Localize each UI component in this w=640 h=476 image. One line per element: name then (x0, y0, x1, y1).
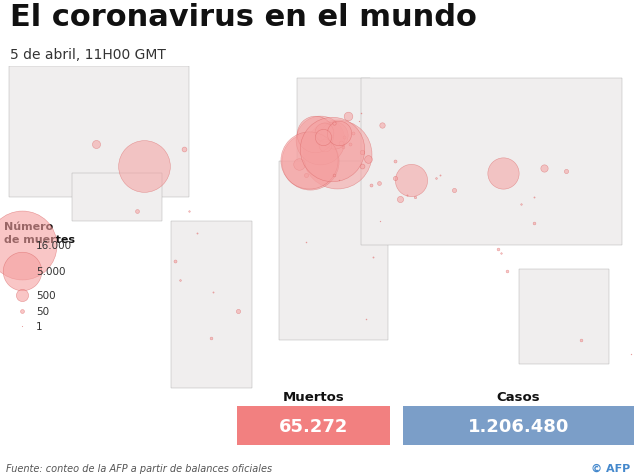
Point (390, 175, 400, 182)
Point (319, 142, 330, 149)
Point (90, 141, 100, 149)
Point (328, 172, 339, 180)
Point (348, 129, 358, 137)
Text: 16.000: 16.000 (36, 240, 72, 250)
Point (355, 110, 365, 118)
Point (361, 315, 371, 323)
Text: 1.206.480: 1.206.480 (468, 417, 569, 435)
Point (529, 220, 539, 228)
Point (337, 144, 348, 151)
Point (344, 141, 355, 149)
Point (319, 129, 330, 136)
Point (139, 163, 149, 170)
Point (561, 168, 572, 175)
Bar (72, 174, 163, 221)
Point (17, 291, 27, 299)
Point (366, 182, 376, 189)
Text: 50: 50 (36, 307, 49, 317)
Bar (360, 79, 622, 245)
Point (339, 134, 349, 142)
FancyBboxPatch shape (237, 407, 390, 445)
Point (363, 156, 373, 163)
Point (354, 118, 364, 125)
Text: El coronavirus en el mundo: El coronavirus en el mundo (10, 3, 476, 32)
Point (435, 172, 445, 180)
Point (626, 351, 636, 358)
Point (206, 334, 216, 342)
Bar (172, 221, 252, 388)
Text: 5 de abril, 11H00 GMT: 5 de abril, 11H00 GMT (10, 48, 166, 62)
Point (374, 179, 384, 187)
Text: © AFP: © AFP (591, 463, 630, 473)
Text: 65.272: 65.272 (279, 417, 348, 435)
Point (301, 172, 312, 180)
Text: Casos: Casos (497, 390, 540, 403)
Point (184, 208, 195, 216)
FancyBboxPatch shape (403, 407, 634, 445)
Point (395, 196, 405, 204)
Text: 500: 500 (36, 290, 56, 300)
Point (326, 146, 337, 154)
Point (375, 218, 385, 225)
Text: Muertos: Muertos (283, 390, 344, 403)
Point (377, 122, 387, 130)
Point (449, 187, 460, 194)
Point (328, 120, 339, 128)
Point (357, 149, 367, 156)
Point (498, 170, 508, 178)
Bar (298, 79, 369, 174)
Point (314, 137, 324, 145)
Point (304, 157, 314, 165)
Bar (280, 162, 388, 340)
Bar (519, 269, 609, 364)
Point (529, 194, 539, 201)
Point (390, 158, 400, 166)
Point (540, 165, 550, 173)
Point (335, 139, 346, 147)
Point (179, 146, 189, 154)
Point (496, 250, 506, 258)
Point (502, 268, 512, 275)
Point (305, 158, 316, 166)
Text: Número
de muertes: Número de muertes (4, 221, 75, 245)
Text: Fuente: conteo de la AFP a partir de balances oficiales: Fuente: conteo de la AFP a partir de bal… (6, 463, 273, 473)
Point (431, 175, 442, 182)
Point (403, 191, 413, 199)
Point (334, 129, 344, 137)
Point (410, 194, 420, 201)
Point (357, 163, 367, 170)
Point (575, 337, 586, 344)
Point (175, 277, 186, 285)
Point (368, 253, 378, 261)
Point (406, 177, 416, 185)
Point (310, 131, 321, 139)
Point (191, 229, 202, 237)
Point (492, 246, 502, 254)
Point (516, 201, 526, 208)
Point (17, 308, 27, 316)
Point (294, 160, 305, 168)
Bar (9, 67, 189, 198)
Point (17, 322, 27, 330)
Point (334, 177, 344, 185)
Point (17, 241, 27, 249)
Point (317, 134, 328, 142)
Point (328, 132, 339, 139)
Point (17, 268, 27, 275)
Point (170, 258, 180, 266)
Point (233, 308, 243, 316)
Point (343, 113, 353, 120)
Point (132, 208, 142, 216)
Point (207, 289, 218, 297)
Text: 1: 1 (36, 321, 43, 331)
Text: 5.000: 5.000 (36, 267, 65, 276)
Point (332, 151, 342, 159)
Point (301, 239, 312, 247)
